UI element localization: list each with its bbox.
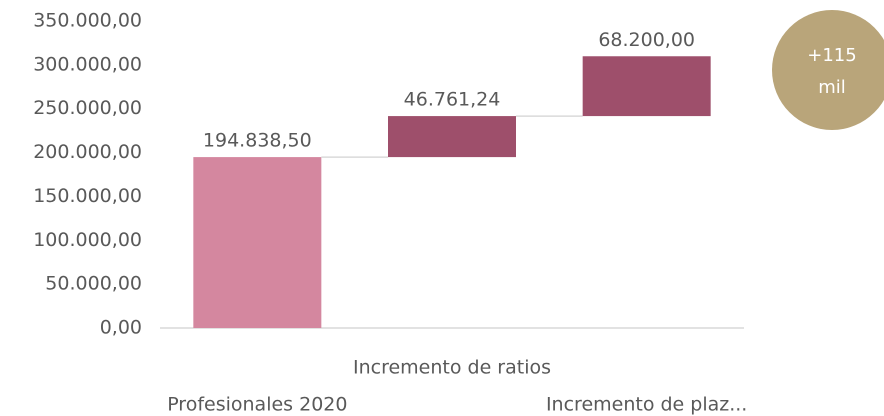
value-label: 68.200,00 (598, 29, 695, 51)
x-tick-label: Incremento de ratios (353, 357, 551, 379)
y-tick-label: 150.000,00 (33, 185, 142, 207)
x-tick-label: Incremento de plaz... (546, 394, 747, 416)
badge (772, 10, 884, 130)
y-tick-label: 50.000,00 (45, 273, 142, 295)
value-label: 194.838,50 (203, 130, 312, 152)
y-tick-label: 100.000,00 (33, 229, 142, 251)
bar (388, 116, 516, 158)
y-tick-label: 0,00 (100, 317, 142, 339)
bar (582, 56, 711, 117)
badge-text: mil (818, 77, 846, 98)
badge-text: +115 (807, 45, 856, 66)
y-tick-label: 350.000,00 (33, 10, 142, 32)
bar (193, 157, 322, 328)
y-tick-label: 300.000,00 (33, 53, 142, 75)
y-tick-label: 200.000,00 (33, 141, 142, 163)
value-label: 46.761,24 (404, 89, 501, 111)
x-tick-label: Profesionales 2020 (167, 394, 347, 416)
y-tick-label: 250.000,00 (33, 97, 142, 119)
